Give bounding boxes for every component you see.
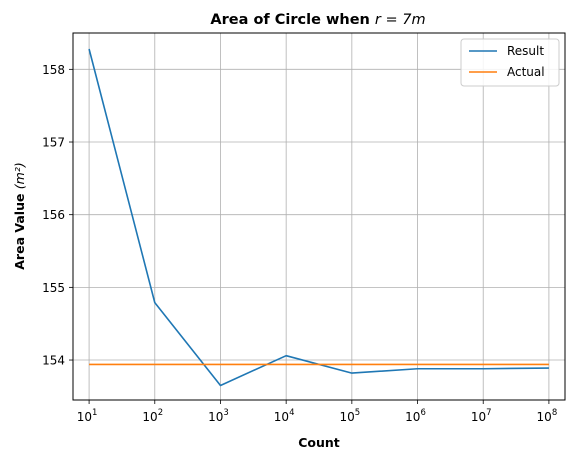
x-tick-label: 106 [405,408,426,424]
x-axis-ticks: 101 102 103 104 105 106 107 108 [77,400,558,424]
x-tick-exponent: 5 [355,408,360,418]
x-tick-exponent: 2 [158,408,163,418]
x-tick-label: 105 [339,408,360,424]
y-tick-label: 158 [42,63,65,77]
y-tick-label: 156 [42,208,65,222]
grid-lines [73,33,565,400]
x-tick-label: 108 [537,408,558,424]
x-tick-exponent: 8 [552,408,557,418]
x-tick-exponent: 3 [223,408,228,418]
chart-title: Area of Circle when r = 7m [210,12,425,28]
x-tick-label: 103 [208,408,229,424]
y-tick-label: 155 [42,281,65,295]
series-lines [88,48,549,387]
x-tick-label: 101 [77,408,98,424]
legend: Result Actual [460,38,560,87]
x-axis-label: Count [298,435,340,450]
x-tick-label: 107 [471,408,492,424]
chart-title-math: r = 7m [375,12,426,28]
x-tick-exponent: 1 [92,408,97,418]
x-tick-label: 104 [274,408,295,424]
x-tick-base: 10 [339,410,354,424]
y-axis-ticks: 154 155 156 157 158 [42,63,73,368]
x-tick-base: 10 [405,410,420,424]
y-axis-label-unit: (m²) [12,162,27,189]
x-tick-exponent: 7 [486,408,491,418]
x-tick-exponent: 6 [420,408,425,418]
chart-title-text: Area of Circle when [210,12,375,28]
x-tick-base: 10 [471,410,486,424]
x-tick-label: 102 [142,408,163,424]
x-tick-base: 10 [537,410,552,424]
y-tick-label: 154 [42,354,65,368]
plot-frame [72,32,566,401]
x-tick-exponent: 4 [289,408,294,418]
x-tick-base: 10 [274,410,289,424]
legend-label-actual: Actual [507,65,545,79]
y-axis-label-text: Area Value [12,189,27,270]
x-tick-base: 10 [142,410,157,424]
x-tick-base: 10 [208,410,223,424]
x-tick-base: 10 [77,410,92,424]
legend-label-result: Result [507,44,544,58]
y-tick-label: 157 [42,136,65,150]
y-axis-label: Area Value (m²) [12,162,27,270]
